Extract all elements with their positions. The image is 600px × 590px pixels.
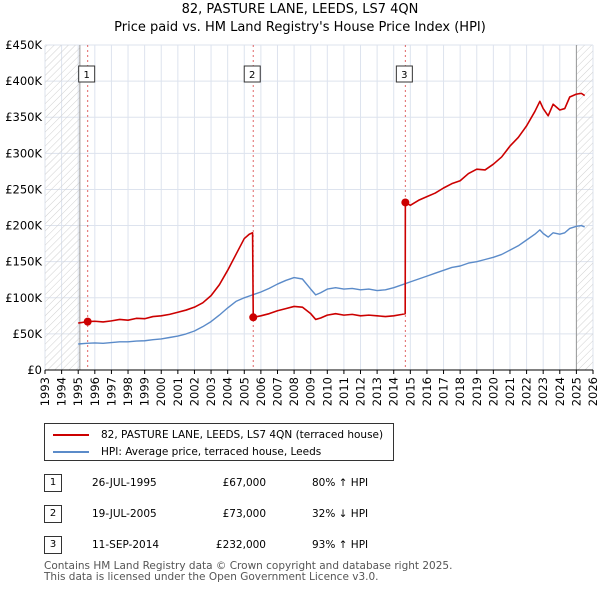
y-tick-label-4: £200K <box>5 219 42 233</box>
sale-hpi-3: 93% ↑ HPI <box>312 539 369 551</box>
x-tick-label-30: 2023 <box>536 377 550 406</box>
sale-date-3: 11-SEP-2014 <box>92 539 160 551</box>
sale-label-box-1 <box>78 65 96 83</box>
sale-date-2: 19-JUL-2005 <box>92 508 157 520</box>
x-tick-label-11: 2004 <box>221 377 235 406</box>
legend-label-hpi: HPI: Average price, terraced house, Leed… <box>101 446 322 458</box>
y-tick-label-6: £300K <box>5 146 42 160</box>
chart-title: 82, PASTURE LANE, LEEDS, LS7 4QN <box>181 2 419 17</box>
x-tick-label-17: 2010 <box>320 377 334 406</box>
legend-label-property: 82, PASTURE LANE, LEEDS, LS7 4QN (terrac… <box>101 429 384 441</box>
x-tick-label-1: 1994 <box>55 377 69 406</box>
x-tick-label-21: 2014 <box>387 377 401 406</box>
x-tick-label-24: 2017 <box>437 377 451 406</box>
x-tick-label-9: 2002 <box>187 377 201 406</box>
x-tick-label-20: 2013 <box>370 377 384 406</box>
property-price-line <box>78 92 586 324</box>
legend-swatch-hpi <box>53 451 89 453</box>
sale-badge-3: 3 <box>44 536 62 554</box>
sale-label-3: 3 <box>401 70 407 81</box>
x-tick-label-29: 2022 <box>520 377 534 406</box>
x-tick-label-5: 1998 <box>121 377 135 406</box>
x-tick-label-18: 2011 <box>337 377 351 406</box>
x-tick-label-26: 2019 <box>470 377 484 406</box>
x-tick-label-4: 1997 <box>104 377 118 406</box>
chart-subtitle: Price paid vs. HM Land Registry's House … <box>114 20 486 35</box>
sale-hpi-2: 32% ↓ HPI <box>312 508 369 520</box>
sale-price-1: £67,000 <box>222 477 266 489</box>
hpi-line <box>78 224 585 345</box>
sale-hpi-1: 80% ↑ HPI <box>312 477 369 489</box>
plot-area <box>45 45 593 370</box>
y-tick-label-8: £400K <box>5 74 42 88</box>
sale-badge-1: 1 <box>44 474 62 492</box>
legend-swatch-property <box>53 434 89 436</box>
x-tick-label-7: 2000 <box>154 377 168 406</box>
footer-copyright: Contains HM Land Registry data © Crown c… <box>44 560 453 572</box>
x-tick-label-12: 2005 <box>237 377 251 406</box>
x-tick-label-14: 2007 <box>270 377 284 406</box>
x-tick-label-13: 2006 <box>254 377 268 406</box>
x-tick-label-3: 1996 <box>88 377 102 406</box>
x-tick-label-16: 2009 <box>304 377 318 406</box>
y-tick-label-5: £250K <box>5 182 42 196</box>
x-tick-label-8: 2001 <box>171 377 185 406</box>
x-tick-label-32: 2025 <box>569 377 583 406</box>
y-tick-label-3: £150K <box>5 255 42 269</box>
x-tick-label-31: 2024 <box>553 377 567 406</box>
x-tick-label-23: 2016 <box>420 377 434 406</box>
x-tick-label-33: 2026 <box>586 377 600 406</box>
sale-label-box-2 <box>243 65 261 83</box>
hatch-region-0 <box>45 45 80 370</box>
y-tick-label-2: £100K <box>5 291 42 305</box>
hatch-region-1 <box>576 45 593 370</box>
x-tick-label-22: 2015 <box>403 377 417 406</box>
sale-point-1 <box>83 317 92 326</box>
chart-legend: 82, PASTURE LANE, LEEDS, LS7 4QN (terrac… <box>44 423 394 461</box>
x-tick-label-28: 2021 <box>503 377 517 406</box>
sale-point-3 <box>401 198 410 207</box>
sale-label-2: 2 <box>249 70 255 81</box>
x-tick-label-6: 1999 <box>138 377 152 406</box>
x-tick-label-25: 2018 <box>453 377 467 406</box>
x-tick-label-0: 1993 <box>38 377 52 406</box>
sale-price-3: £232,000 <box>215 539 266 551</box>
x-tick-label-27: 2020 <box>486 377 500 406</box>
footer-licence: This data is licensed under the Open Gov… <box>44 571 379 583</box>
sale-point-2 <box>249 313 258 322</box>
sale-label-1: 1 <box>83 70 89 81</box>
sale-badge-2: 2 <box>44 505 62 523</box>
price-chart: 1 2 3 £0 £50K £100K £150K £200K £250K £300K £350K… <box>5 38 600 406</box>
y-tick-label-0: £0 <box>27 363 42 377</box>
y-tick-label-9: £450K <box>5 38 42 52</box>
y-tick-label-7: £350K <box>5 110 42 124</box>
sale-date-1: 26-JUL-1995 <box>92 477 157 489</box>
x-tick-label-19: 2012 <box>354 377 368 406</box>
x-tick-label-15: 2008 <box>287 377 301 406</box>
sale-price-2: £73,000 <box>222 508 266 520</box>
sale-label-box-3 <box>395 65 413 83</box>
x-tick-label-10: 2003 <box>204 377 218 406</box>
x-tick-label-2: 1995 <box>71 377 85 406</box>
y-tick-label-1: £50K <box>13 327 43 341</box>
